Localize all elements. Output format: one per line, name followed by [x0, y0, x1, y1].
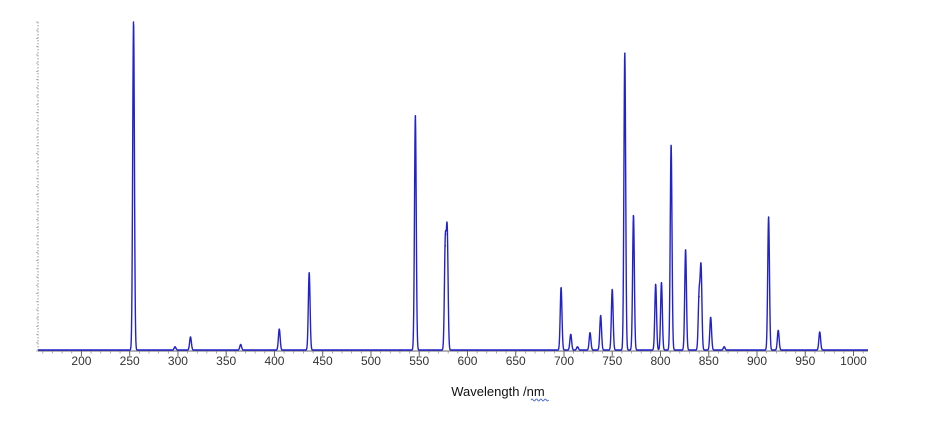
spectrum-peak-point	[239, 344, 242, 347]
spectrum-peak-point	[599, 315, 602, 318]
spellcheck-underline	[530, 398, 549, 402]
x-axis-title: Wavelength /nm	[451, 384, 544, 399]
series-layer	[37, 21, 869, 351]
x-tick-label: 700	[554, 354, 574, 368]
spectrum-peak-point	[700, 267, 702, 270]
spectrum-peak-point	[576, 346, 579, 349]
x-tick-label: 250	[120, 354, 140, 368]
x-tick-label: 800	[650, 354, 670, 368]
x-tick-label: 950	[795, 354, 815, 368]
x-tick-label: 400	[264, 354, 284, 368]
spectrum-peak-point	[611, 289, 614, 291]
x-tick-label: 900	[747, 354, 767, 368]
spectrum-peak-point	[446, 233, 449, 236]
spectrum-line	[37, 22, 869, 351]
y-axis	[36, 21, 39, 352]
x-tick-label: 650	[506, 354, 526, 368]
spectrum-peak-point	[818, 332, 821, 334]
spectrum-peak-point	[414, 115, 417, 118]
spectrum-peak-point	[660, 282, 663, 285]
spectrum-peak-point	[174, 346, 176, 349]
spectrum-peak-point	[723, 346, 725, 349]
spectrum-peak-point	[767, 216, 770, 219]
spectrum-peak-point	[278, 329, 281, 331]
spectrum-peak-point	[589, 332, 591, 335]
x-tick-label: 550	[409, 354, 429, 368]
spectrum-peak-point	[698, 295, 700, 298]
spectrum-peak-point	[709, 317, 712, 319]
spectrum-peak-point	[684, 249, 687, 252]
spectrum-peak-point	[632, 215, 635, 217]
spectrum-peak-point	[654, 284, 657, 287]
x-tick-label: 500	[361, 354, 381, 368]
x-tick-label: 1000	[840, 354, 867, 368]
spectrum-peak-point	[560, 287, 562, 290]
spectrum-peak-point	[308, 272, 310, 275]
x-tick-label: 200	[71, 354, 91, 368]
spectrum-peak-point	[569, 334, 572, 337]
x-tick-label: 300	[168, 354, 188, 368]
spectrum-peak-point	[189, 337, 192, 339]
x-tick-label: 750	[602, 354, 622, 368]
spectrum-peak-point	[670, 144, 672, 147]
x-tick-label: 350	[216, 354, 236, 368]
spectrum-peak-point	[623, 52, 626, 55]
x-axis: 200 250 300 350 400 450 500 550 600 650 700 750 800 8…	[38, 350, 868, 368]
x-tick-label: 850	[699, 354, 719, 368]
spectrum-peak-point	[132, 21, 135, 23]
spectrum-peak-point	[777, 330, 780, 333]
x-tick-label: 450	[313, 354, 333, 368]
x-tick-label: 600	[457, 354, 477, 368]
spectrum-peak-point	[444, 244, 447, 247]
